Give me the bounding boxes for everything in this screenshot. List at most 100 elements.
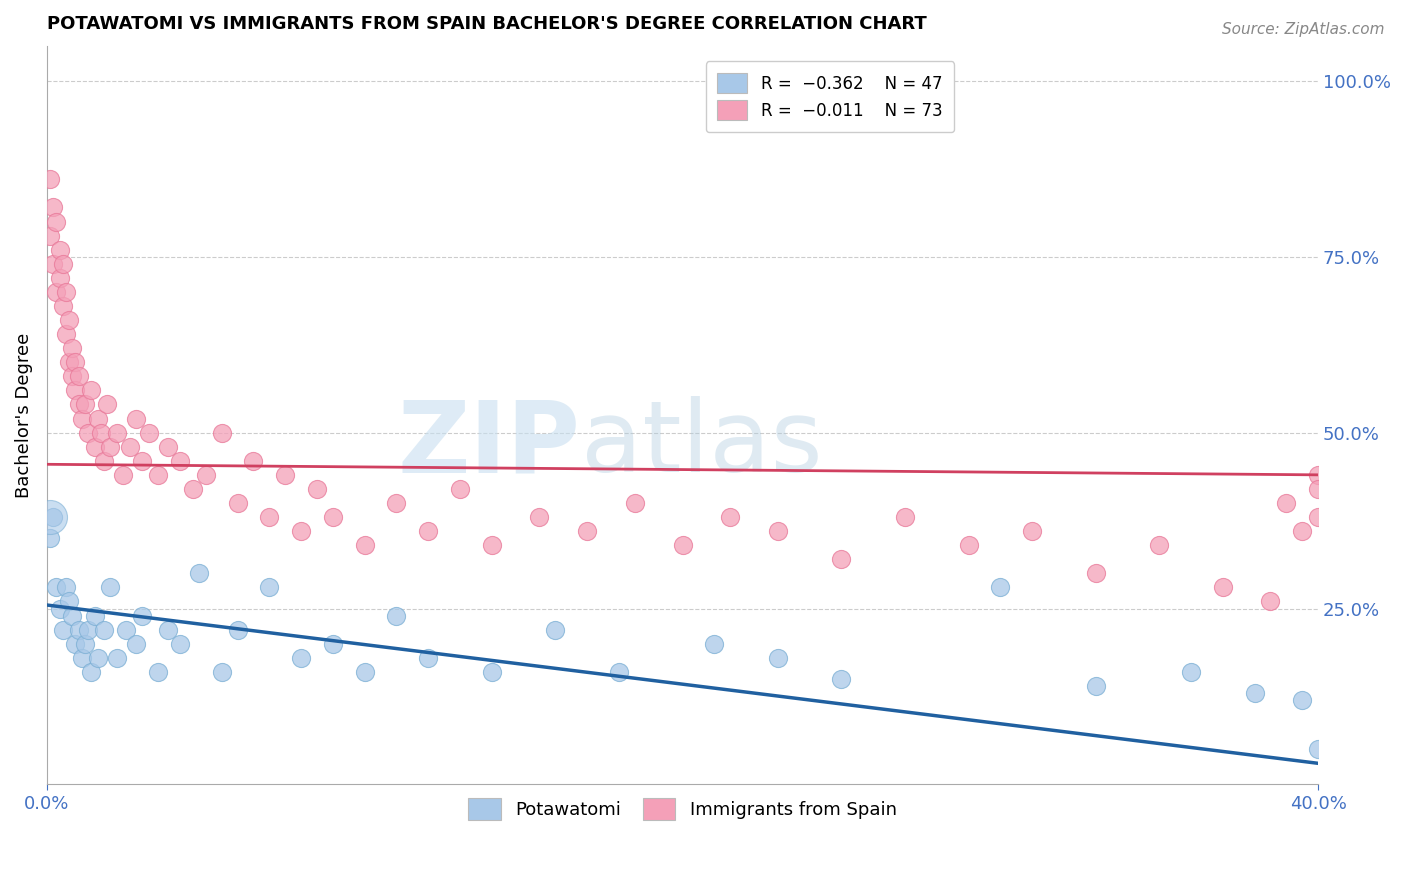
Point xyxy=(290,524,312,538)
Point xyxy=(156,440,179,454)
Point xyxy=(211,665,233,679)
Point xyxy=(55,327,77,342)
Point xyxy=(766,524,789,538)
Point xyxy=(39,172,62,186)
Point xyxy=(55,581,77,595)
Point xyxy=(544,623,567,637)
Point xyxy=(211,425,233,440)
Point xyxy=(100,440,122,454)
Point xyxy=(830,552,852,566)
Point xyxy=(39,531,62,545)
Point xyxy=(1147,538,1170,552)
Point xyxy=(80,665,103,679)
Point xyxy=(52,257,75,271)
Point xyxy=(67,623,90,637)
Point xyxy=(322,510,344,524)
Point xyxy=(73,637,96,651)
Point xyxy=(418,524,440,538)
Point xyxy=(87,650,110,665)
Point xyxy=(1084,679,1107,693)
Point xyxy=(48,270,70,285)
Point xyxy=(48,601,70,615)
Point xyxy=(65,384,87,398)
Point xyxy=(90,425,112,440)
Text: Source: ZipAtlas.com: Source: ZipAtlas.com xyxy=(1222,22,1385,37)
Point xyxy=(146,665,169,679)
Point xyxy=(67,369,90,384)
Point xyxy=(1291,524,1313,538)
Text: atlas: atlas xyxy=(581,396,823,493)
Point xyxy=(93,454,115,468)
Point xyxy=(957,538,980,552)
Point xyxy=(607,665,630,679)
Point xyxy=(353,665,375,679)
Point xyxy=(125,637,148,651)
Point xyxy=(226,496,249,510)
Point xyxy=(305,482,328,496)
Point xyxy=(322,637,344,651)
Point xyxy=(894,510,917,524)
Point xyxy=(1308,482,1330,496)
Point xyxy=(624,496,647,510)
Point xyxy=(42,201,65,215)
Y-axis label: Bachelor's Degree: Bachelor's Degree xyxy=(15,333,32,498)
Point xyxy=(169,454,191,468)
Point xyxy=(259,581,281,595)
Point xyxy=(39,228,62,243)
Point xyxy=(529,510,551,524)
Point xyxy=(65,355,87,369)
Point xyxy=(703,637,725,651)
Point xyxy=(96,397,118,411)
Point xyxy=(42,510,65,524)
Point xyxy=(112,467,135,482)
Point xyxy=(131,608,153,623)
Point xyxy=(1275,496,1298,510)
Point xyxy=(58,313,80,327)
Point xyxy=(70,650,93,665)
Point xyxy=(60,369,83,384)
Point xyxy=(55,285,77,299)
Point xyxy=(77,425,100,440)
Point xyxy=(576,524,599,538)
Point xyxy=(65,637,87,651)
Point xyxy=(242,454,264,468)
Point xyxy=(290,650,312,665)
Point xyxy=(385,496,408,510)
Point xyxy=(52,623,75,637)
Point xyxy=(58,355,80,369)
Point xyxy=(194,467,217,482)
Point xyxy=(83,440,105,454)
Point xyxy=(105,425,128,440)
Legend: Potawatomi, Immigrants from Spain: Potawatomi, Immigrants from Spain xyxy=(461,790,904,827)
Point xyxy=(830,672,852,686)
Point xyxy=(146,467,169,482)
Point xyxy=(125,411,148,425)
Point xyxy=(70,411,93,425)
Point xyxy=(131,454,153,468)
Point xyxy=(42,257,65,271)
Point xyxy=(115,623,138,637)
Point xyxy=(274,467,297,482)
Point xyxy=(1243,686,1265,700)
Point xyxy=(58,594,80,608)
Point xyxy=(60,341,83,355)
Point xyxy=(48,243,70,257)
Point xyxy=(80,384,103,398)
Point xyxy=(77,623,100,637)
Point xyxy=(181,482,204,496)
Point xyxy=(83,608,105,623)
Point xyxy=(105,650,128,665)
Point xyxy=(1308,467,1330,482)
Point xyxy=(1308,510,1330,524)
Point xyxy=(449,482,471,496)
Point xyxy=(118,440,141,454)
Point xyxy=(226,623,249,637)
Point xyxy=(45,581,67,595)
Point xyxy=(169,637,191,651)
Point xyxy=(156,623,179,637)
Point xyxy=(60,608,83,623)
Point xyxy=(671,538,693,552)
Point xyxy=(481,538,503,552)
Point xyxy=(39,510,62,524)
Point xyxy=(385,608,408,623)
